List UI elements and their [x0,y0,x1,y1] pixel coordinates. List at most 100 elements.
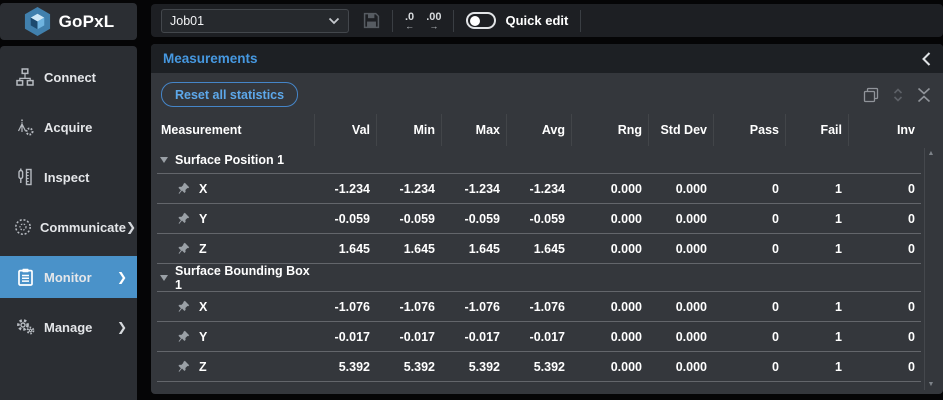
column-header: Fail [785,114,848,146]
cell-fail: 1 [835,211,842,226]
group-name: Surface Bounding Box 1 [175,263,310,292]
sidebar-item-inspect[interactable]: Inspect [0,156,137,198]
sidebar-item-monitor[interactable]: Monitor ❯ [0,256,137,298]
gears-icon [14,318,36,336]
chevron-down-icon [328,17,340,25]
save-job-button[interactable] [363,12,380,29]
main-area: Job01 .0 ← .00 → [151,0,943,400]
topbar: Job01 .0 ← .00 → [151,4,943,37]
app-logo-text: GoPxL [58,11,115,31]
sidebar-item-label: Monitor [44,269,92,285]
cell-max: -1.234 [464,181,500,196]
cell-stddev: 0.000 [675,359,707,374]
table-row[interactable]: Y -0.017 -0.017 -0.017 -0.017 0.000 0.00… [157,322,921,352]
arrow-right-icon: → [429,20,439,31]
row-label: Y [199,329,208,344]
decimal-decrease-glyph: .0 [405,10,415,23]
table-row[interactable]: Y -0.059 -0.059 -0.059 -0.059 0.000 0.00… [157,204,921,234]
panel-title: Measurements [163,51,258,66]
sidebar-item-acquire[interactable]: Acquire [0,106,137,148]
sidebar-item-label: Manage [44,319,93,335]
table-row[interactable]: X -1.234 -1.234 -1.234 -1.234 0.000 0.00… [157,174,921,204]
row-label: X [199,299,208,314]
pin-icon[interactable] [177,330,190,343]
table-row[interactable]: Z 5.392 5.392 5.392 5.392 0.000 0.000 0 … [157,352,921,382]
measurements-table: Measurement Val Min Max Avg Rng Std Dev … [157,114,937,394]
separator [453,9,455,32]
group-row-surface-bounding-box-1[interactable]: Surface Bounding Box 1 [157,264,921,292]
reset-statistics-button[interactable]: Reset all statistics [161,82,299,107]
decimal-decrease-button[interactable]: .0 ← [405,10,415,31]
table-row[interactable]: Z 1.645 1.645 1.645 1.645 0.000 0.000 0 … [157,234,921,264]
cell-stddev: 0.000 [675,211,707,226]
cell-max: -1.076 [464,299,500,314]
collapse-all-button[interactable] [917,87,931,103]
column-header: Max [441,114,506,146]
cell-inv: 0 [908,181,915,196]
pin-icon[interactable] [177,212,190,225]
sidebar-item-connect[interactable]: Connect [0,56,137,98]
chevron-left-icon [922,51,931,66]
group-name: Surface Position 1 [175,152,285,167]
group-row-surface-position-1[interactable]: Surface Position 1 [157,146,921,174]
panel-toolbar: Reset all statistics [151,73,943,114]
job-select-value: Job01 [170,13,205,28]
globe-icon [14,218,32,236]
decimal-increase-button[interactable]: .00 → [426,10,442,31]
arrow-left-icon: ← [405,20,415,31]
chevron-right-icon: ❯ [116,270,127,284]
column-header: Std Dev [648,114,713,146]
sidebar: GoPxL Connect [0,0,137,400]
cell-fail: 1 [835,181,842,196]
column-header: Pass [713,114,785,146]
cell-max: -0.059 [464,211,500,226]
column-header: Rng [571,114,648,146]
cell-min: -0.059 [399,211,435,226]
scroll-up-icon[interactable]: ▲ [927,150,935,157]
cell-avg: -0.059 [529,211,565,226]
cell-inv: 0 [908,359,915,374]
cell-fail: 1 [835,359,842,374]
cell-rng: 0.000 [610,299,642,314]
cell-rng: 0.000 [610,211,642,226]
cell-avg: -1.234 [529,181,565,196]
pin-icon[interactable] [177,360,190,373]
pin-icon[interactable] [177,242,190,255]
cell-val: -0.059 [334,211,370,226]
pin-icon[interactable] [177,182,190,195]
quick-edit-label: Quick edit [505,13,569,28]
cell-inv: 0 [908,299,915,314]
cell-val: 1.645 [338,241,370,256]
cell-stddev: 0.000 [675,241,707,256]
quick-edit-toggle[interactable] [466,12,497,29]
cell-avg: 1.645 [533,241,565,256]
job-select[interactable]: Job01 [161,8,349,33]
cell-min: -0.017 [399,329,435,344]
cell-rng: 0.000 [610,181,642,196]
pin-icon[interactable] [177,300,190,313]
triangle-down-icon [160,274,168,281]
scroll-down-icon[interactable]: ▼ [927,381,935,388]
cell-pass: 0 [772,211,779,226]
sidebar-item-manage[interactable]: Manage ❯ [0,306,137,348]
row-label: Z [199,359,207,374]
copy-table-button[interactable] [863,87,879,103]
cell-pass: 0 [772,181,779,196]
sort-rows-button[interactable] [892,87,904,103]
cell-max: 5.392 [468,359,500,374]
cell-avg: -0.017 [529,329,565,344]
cell-val: -1.076 [334,299,370,314]
collapse-panel-button[interactable] [922,51,931,66]
network-icon [14,68,36,86]
decimal-increase-glyph: .00 [426,10,442,23]
copy-icon [863,87,879,102]
sidebar-nav: Connect Acquire [0,46,137,400]
cell-avg: 5.392 [533,359,565,374]
cell-inv: 0 [908,329,915,344]
vertical-scrollbar[interactable]: ▲ ▼ [924,148,937,390]
cell-val: -0.017 [334,329,370,344]
scanner-icon [14,118,36,136]
sidebar-item-communicate[interactable]: Communicate ❯ [0,206,137,248]
sidebar-item-label: Connect [44,69,96,85]
table-row[interactable]: X -1.076 -1.076 -1.076 -1.076 0.000 0.00… [157,292,921,322]
